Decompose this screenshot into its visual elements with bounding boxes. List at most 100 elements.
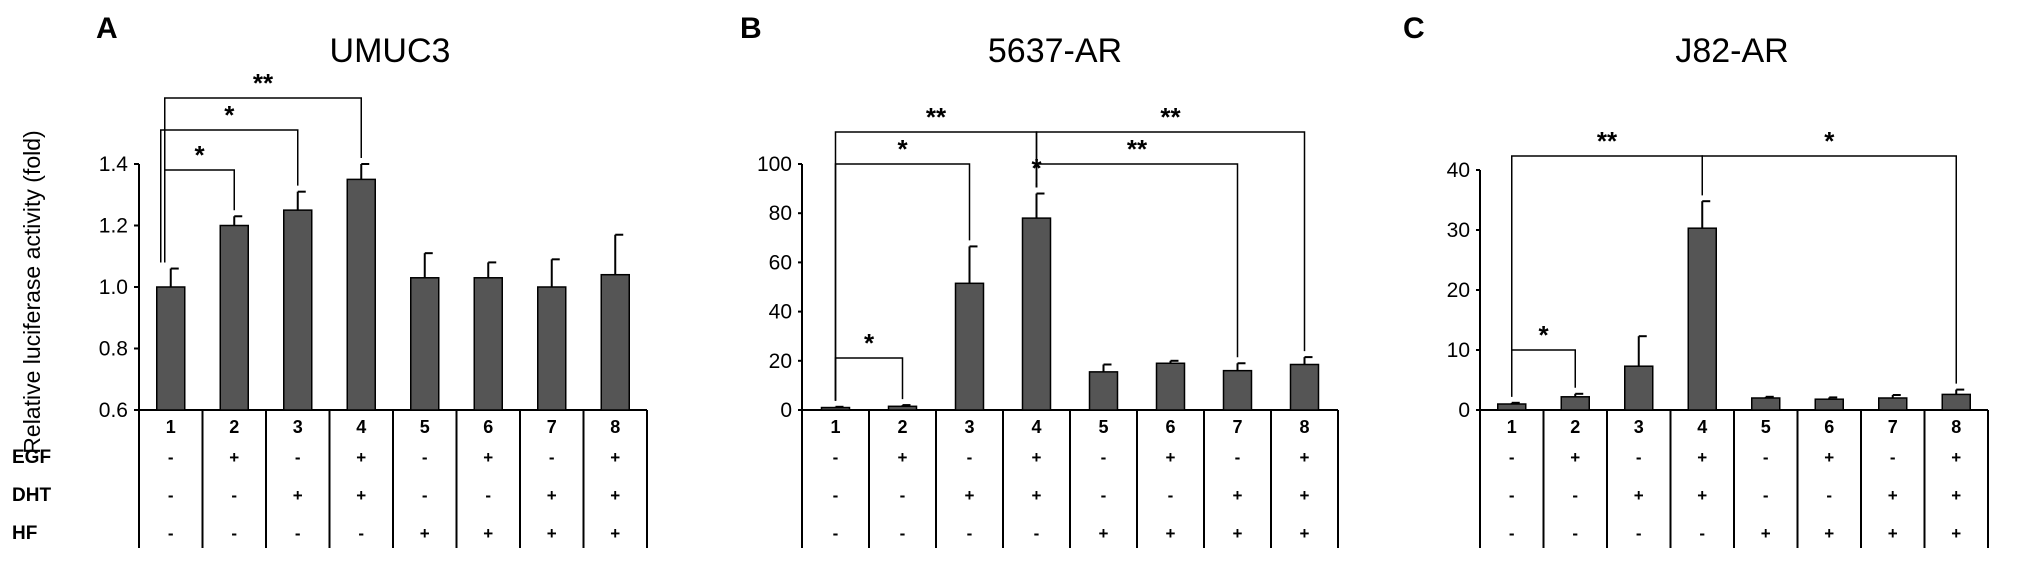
treatment-sign: + [1951,448,1961,467]
bar [1289,363,1320,411]
category-label: 3 [293,417,303,437]
treatment-sign: + [483,448,493,467]
treatment-sign: + [1951,486,1961,505]
treatment-sign: + [1300,448,1310,467]
significance-label: ** [1160,102,1181,132]
panel-title-c: J82-AR [1675,32,1788,70]
y-tick-label: 80 [769,202,792,225]
treatment-sign: + [1233,486,1243,505]
significance-label: * [194,140,205,170]
y-axis-label-a: Relative luciferase activity (fold) [19,130,45,453]
y-tick-label: 10 [1447,339,1470,362]
y-tick-label: 1.2 [99,215,128,238]
category-label: 1 [1507,417,1517,437]
treatment-sign: + [356,486,366,505]
bar [346,178,376,411]
treatment-sign: + [1951,524,1961,543]
treatment-sign: + [610,524,620,543]
treatment-sign: - [967,524,973,543]
category-label: 3 [1634,417,1644,437]
treatment-sign: - [1101,448,1107,467]
y-tick-label: 0 [1458,399,1470,422]
y-tick-label: 0 [780,399,792,422]
y-tick-label: 40 [769,301,792,324]
bar [537,286,567,411]
bar [1878,397,1908,411]
bar [820,406,851,411]
y-tick-label: 60 [769,251,792,274]
treatment-sign: + [1824,524,1834,543]
panel-b: B 5637-AR 0 20 40 60 80 100 1 2 3 4 5 6 7 8 - + - + - + - + - -… [740,12,1339,548]
panel-letter-b: B [740,12,762,45]
y-tick-label: 1.0 [99,276,128,299]
treatment-sign: - [1636,448,1642,467]
treatment-sign: + [293,486,303,505]
significance-bracket [164,97,362,263]
significance-bracket [160,129,299,263]
significance-label: * [864,328,875,358]
significance-label: * [1538,320,1549,350]
bar [1751,397,1781,411]
treatment-sign: + [610,448,620,467]
treatment-sign: - [1168,486,1174,505]
treatment-sign: - [1826,486,1832,505]
treatment-sign: - [900,524,906,543]
category-label: 2 [897,417,907,437]
category-label: 4 [1697,417,1707,437]
panel-title-a: UMUC3 [330,32,451,70]
treatment-sign: - [1763,486,1769,505]
treatment-sign: - [422,486,428,505]
treatment-sign: + [547,486,557,505]
treatment-sign: + [356,448,366,467]
treatment-sign: - [485,486,491,505]
panel-a: A UMUC3 Relative luciferase activity (fo… [12,12,648,548]
category-label: 7 [547,417,557,437]
bar [1687,227,1717,411]
treatment-sign: - [1235,448,1241,467]
panel-letter-c: C [1403,12,1425,45]
category-label: 1 [166,417,176,437]
significance-label: * [897,134,908,164]
treatment-sign: + [1824,448,1834,467]
row-label-egf: EGF [12,447,51,468]
treatment-sign: + [610,486,620,505]
treatment-sign: - [422,448,428,467]
treatment-sign: - [967,448,973,467]
y-tick-label: 20 [769,350,792,373]
category-label: 5 [420,417,430,437]
treatment-sign: - [833,486,839,505]
significance-bracket [834,357,904,401]
treatment-sign: - [168,448,174,467]
bar [887,405,918,411]
category-label: 8 [1299,417,1309,437]
plot-area-b: 0 20 40 60 80 100 1 2 3 4 5 6 7 8 - + - + - + - + - - + + - - + + - - - -… [757,102,1339,548]
bar [410,277,440,411]
treatment-sign: + [547,524,557,543]
treatment-sign: - [1509,524,1515,543]
treatment-sign: - [295,524,301,543]
category-label: 3 [964,417,974,437]
category-label: 8 [610,417,620,437]
panel-title-b: 5637-AR [988,32,1122,70]
bar [156,286,186,411]
bar [1497,403,1527,411]
treatment-sign: - [1034,524,1040,543]
significance-label: * [1824,126,1835,156]
treatment-sign: + [1697,486,1707,505]
category-label: 2 [229,417,239,437]
y-tick-label: 0.8 [99,338,128,361]
significance-label: ** [253,68,274,98]
treatment-sign: - [295,448,301,467]
category-label: 5 [1098,417,1108,437]
row-labels: EGF DHT HF [12,447,51,544]
significance-label: ** [1597,126,1618,156]
category-label: 6 [1165,417,1175,437]
treatment-sign: - [1636,524,1642,543]
significance-bracket [1035,131,1306,352]
bar [473,277,503,411]
treatment-sign: - [900,486,906,505]
significance-label: ** [1127,134,1148,164]
treatment-sign: + [1166,448,1176,467]
significance-bracket [1701,155,1957,384]
